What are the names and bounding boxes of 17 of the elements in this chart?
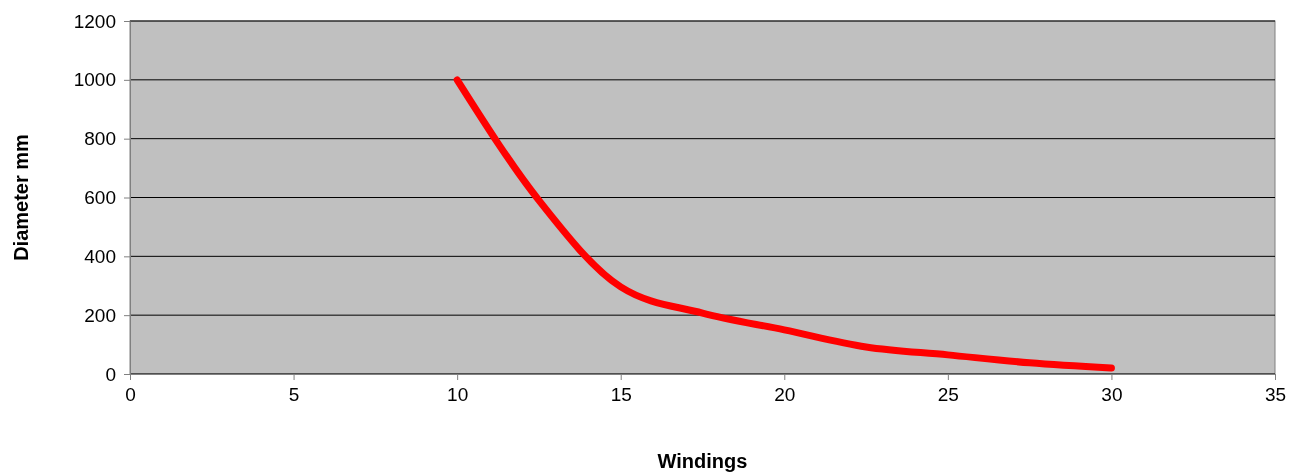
y-axis-title: Diameter mm xyxy=(10,134,32,261)
y-tick-label: 400 xyxy=(84,245,116,267)
x-tick-label: 35 xyxy=(1264,384,1287,406)
x-tick-label: 10 xyxy=(447,384,469,406)
y-tick-label: 800 xyxy=(84,128,116,150)
y-tick-label: 600 xyxy=(84,187,116,209)
x-tick-label: 25 xyxy=(937,384,959,406)
y-tick-label: 0 xyxy=(105,363,116,385)
x-tick-label: 20 xyxy=(774,384,796,406)
y-tick-label: 200 xyxy=(84,304,116,326)
x-tick-label: 0 xyxy=(125,384,136,406)
x-tick-label: 30 xyxy=(1101,384,1123,406)
y-tick-label: 1200 xyxy=(73,10,116,32)
x-tick-label: 15 xyxy=(610,384,632,406)
x-tick-label: 5 xyxy=(288,384,300,406)
x-axis-title: Windings xyxy=(657,450,748,472)
y-tick-label: 1000 xyxy=(73,69,116,91)
